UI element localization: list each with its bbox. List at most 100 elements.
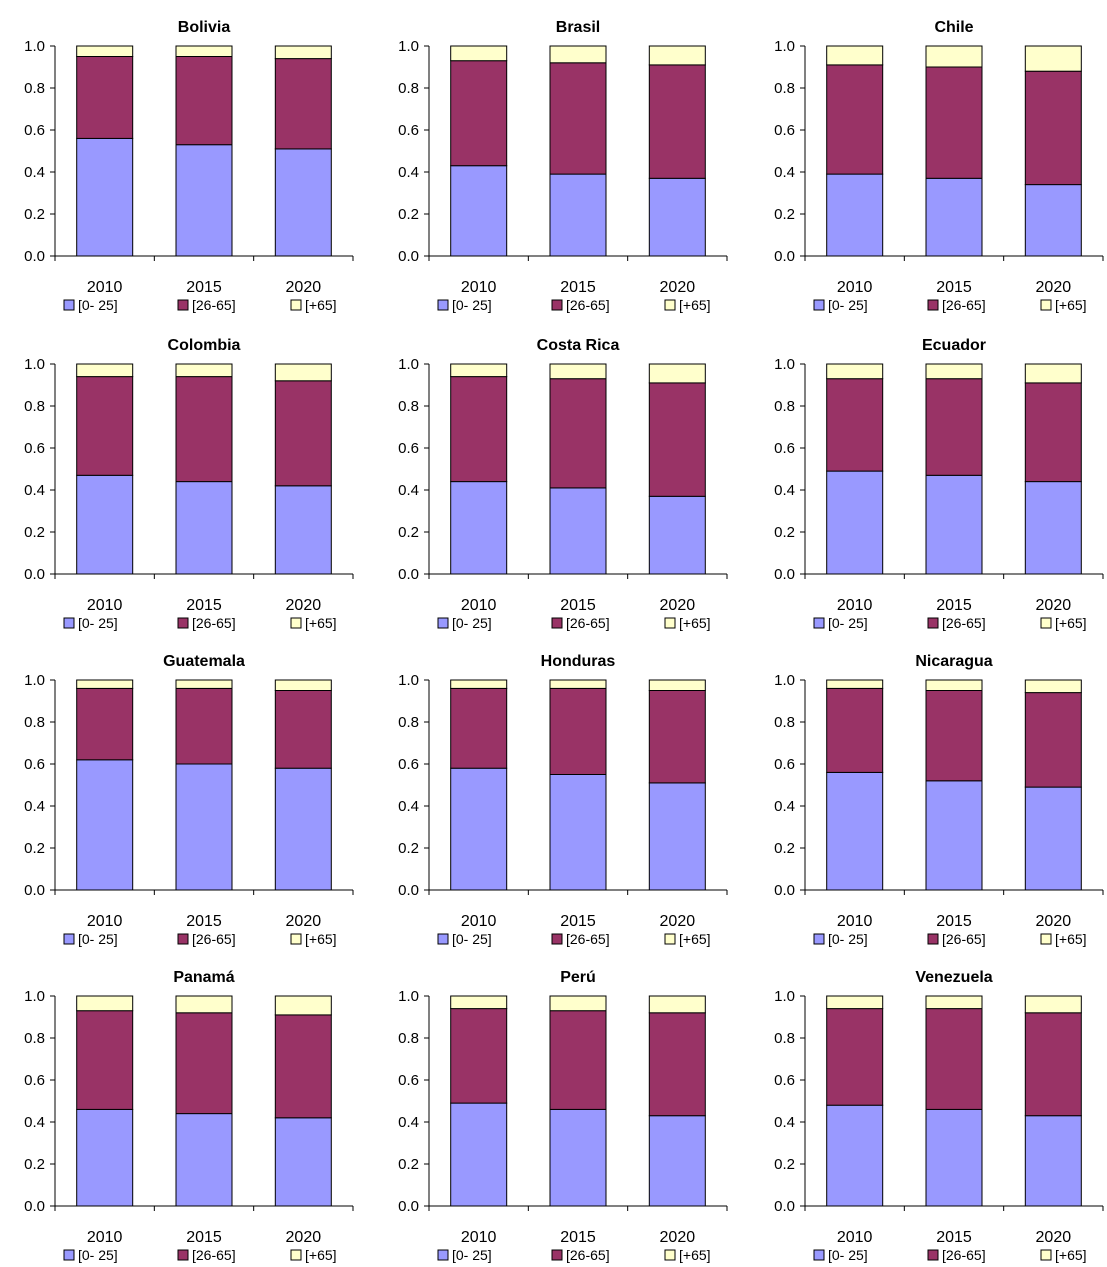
y-tick-label: 0.4 [774,1114,795,1131]
bar-segment [76,363,134,378]
y-tick-label: 0.2 [24,1156,45,1173]
legend-swatch [551,1249,563,1261]
y-tick-label: 1.0 [398,988,419,1005]
y-tick-label: 0.6 [24,440,45,457]
x-tick-label: 2015 [936,1229,972,1246]
bar-segment [826,470,884,575]
x-tick-label: 2020 [1036,597,1072,614]
x-tick-label: 2015 [560,1229,596,1246]
legend-swatch [664,933,676,945]
bar-segment [648,382,706,497]
legend-label: [26-65] [942,297,986,313]
bar-segment [925,45,983,68]
x-tick-label: 2020 [286,913,322,930]
bar-segment [925,1008,983,1110]
y-tick-label: 0.0 [24,882,45,899]
legend-label: [+65] [1055,615,1087,631]
x-tick-label: 2020 [286,279,322,296]
legend-swatch [177,933,189,945]
legend-swatch [290,933,302,945]
x-tick-label: 2020 [1036,279,1072,296]
x-tick-label: 2010 [837,597,873,614]
x-tick-label: 2015 [186,913,222,930]
y-tick-label: 0.8 [398,714,419,731]
chart-title: Venezuela [915,969,992,986]
legend-label: [+65] [679,931,711,947]
y-tick-label: 0.4 [398,1114,419,1131]
legend-label: [+65] [305,297,337,313]
legend-label: [26-65] [192,1247,236,1263]
x-tick-label: 2015 [560,913,596,930]
y-tick-label: 0.8 [774,1030,795,1047]
legend-label: [0- 25] [452,615,492,631]
y-tick-label: 0.6 [398,756,419,773]
bar-segment [76,759,134,891]
y-tick-label: 0.0 [398,566,419,583]
legend-label: [26-65] [942,615,986,631]
chart-title: Nicaragua [915,653,992,670]
x-tick-label: 2010 [87,279,123,296]
bar-segment [1024,679,1082,694]
bar-segment [450,165,508,257]
bar-segment [450,363,508,378]
legend-label: [+65] [679,1247,711,1263]
legend-swatch [437,617,449,629]
legend-label: [0- 25] [828,931,868,947]
y-tick-label: 0.6 [24,1072,45,1089]
y-tick-label: 0.2 [398,1156,419,1173]
legend-label: [0- 25] [452,297,492,313]
x-tick-label: 2010 [461,597,497,614]
bar-segment [925,177,983,257]
bar-segment [175,687,233,765]
legend-swatch [664,299,676,311]
chart-title: Ecuador [922,337,986,354]
bar-segment [648,177,706,257]
legend-swatch [1040,299,1052,311]
bar-segment [274,363,332,382]
x-tick-label: 2020 [660,279,696,296]
bar-segment [175,56,233,146]
y-tick-label: 0.0 [398,1198,419,1215]
x-tick-label: 2020 [1036,1229,1072,1246]
bar-segment [1024,1012,1082,1117]
legend-label: [+65] [305,615,337,631]
bar-segment [925,1108,983,1207]
legend-label: [0- 25] [828,297,868,313]
chart-title: Bolivia [178,19,231,36]
bar-segment [826,1008,884,1106]
stacked-bar-chart-6: Guatemala 2010 2015 2020 0.0 0.2 0.4 0.6 0.8 1.0 [… [24,653,354,947]
y-tick-label: 0.0 [774,248,795,265]
y-tick-label: 0.4 [398,798,419,815]
bar-segment [450,995,508,1010]
y-tick-label: 0.2 [398,524,419,541]
legend-swatch [551,299,563,311]
y-tick-label: 0.6 [398,440,419,457]
x-tick-label: 2020 [286,1229,322,1246]
bar-segment [274,1014,332,1119]
y-tick-label: 0.6 [774,1072,795,1089]
bar-segment [1024,786,1082,891]
y-tick-label: 0.4 [774,482,795,499]
bar-segment [175,45,233,57]
legend-swatch [1040,1249,1052,1261]
chart-title: Honduras [541,653,616,670]
bar-segment [925,780,983,891]
bar-segment [1024,363,1082,384]
legend-swatch [63,933,75,945]
x-tick-label: 2020 [660,597,696,614]
legend-swatch [551,617,563,629]
x-tick-label: 2015 [936,597,972,614]
bar-segment [450,1008,508,1104]
stacked-bar-chart-1: Brasil 2010 2015 2020 0.0 0.2 0.4 0.6 0.8 1.0 [0- … [398,19,728,313]
y-tick-label: 0.0 [24,248,45,265]
bar-segment [450,679,508,689]
bar-segment [1024,382,1082,483]
bar-segment [175,1012,233,1115]
legend-label: [+65] [1055,931,1087,947]
x-tick-label: 2015 [936,279,972,296]
x-tick-label: 2020 [660,1229,696,1246]
legend-label: [0- 25] [828,1247,868,1263]
bar-segment [549,62,607,175]
y-tick-label: 0.8 [24,714,45,731]
